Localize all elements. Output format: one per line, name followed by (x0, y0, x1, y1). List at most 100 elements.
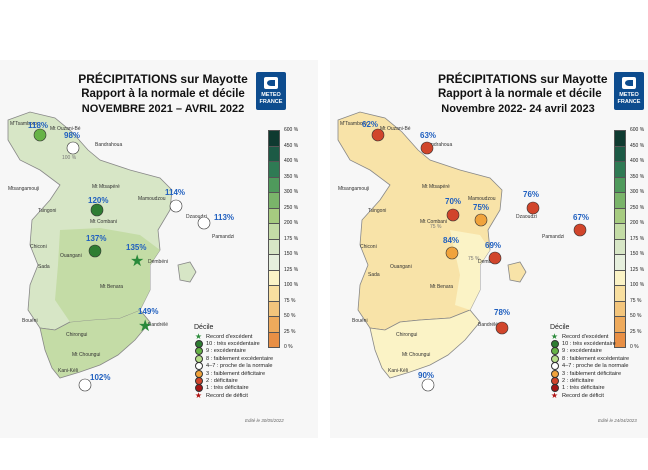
station-value: 70% (445, 197, 461, 206)
place-dzaoudzi: Dzaoudzi (516, 214, 537, 220)
mayotte-map-2022-2023: 75 % 75 % M'Tsamboro Mt Ouzani-Bé Bandra… (337, 111, 589, 392)
place-mtsamboro: M'Tsamboro (10, 121, 37, 127)
map-period: NOVEMBRE 2021 – AVRIL 2022 (81, 103, 245, 115)
station-marker (573, 223, 587, 237)
title-block: PRÉCIPITATIONS sur Mayotte Rapport à la … (438, 72, 608, 117)
place-bandrahoua: Bandrahoua (425, 142, 452, 148)
place-pamandzi: Pamandzi (212, 234, 234, 240)
station-marker (446, 208, 460, 222)
station-star-marker: ★ (130, 253, 144, 270)
station-value: 78% (494, 308, 510, 317)
logo-icon (622, 77, 636, 89)
station-value: 98% (64, 131, 80, 140)
map-period: Novembre 2022- 24 avril 2023 (441, 103, 595, 115)
place-mt-choungui: Mt Choungui (72, 352, 100, 358)
map-panel-2022-2023: 75 % 75 % M'Tsamboro Mt Ouzani-Bé Bandra… (330, 60, 648, 438)
station-marker (495, 321, 509, 335)
south-island-part (369, 309, 481, 379)
place-mamoudzou: Mamoudzou (138, 196, 166, 202)
place-boueni: Bouéni (22, 318, 38, 324)
station-value: 149% (138, 307, 158, 316)
station-marker (474, 213, 488, 227)
legend: Décile ★ Record d'excédent 10 : très excé… (194, 324, 274, 400)
place-mtsangamouji: Mtsangamouji (338, 186, 369, 192)
place-mt-choungui: Mt Choungui (402, 352, 430, 358)
station-value: 76% (523, 190, 539, 199)
map-subtitle: Rapport à la normale et décile (438, 88, 602, 100)
place-mt-mtsapere: Mt Mtsapéré (422, 184, 450, 190)
color-scale: 600 % 450 % 400 % 350 % 300 % 250 % 200 … (268, 127, 302, 350)
star-icon: ★ (194, 331, 203, 341)
zone-100-125 (450, 230, 490, 310)
map-panel-2021-2022: 100 % M'Tsamboro Mt Ouzani-Bé Bandrahoua… (0, 60, 318, 438)
station-value: 113% (214, 213, 234, 222)
place-tsingoni: Tsingoni (368, 208, 386, 214)
place-bandrele: Bandrélé (148, 322, 168, 328)
station-value: 67% (573, 213, 589, 222)
legend-title: Décile (550, 324, 570, 331)
isoline-label: 100 % (62, 155, 77, 161)
map-title: PRÉCIPITATIONS sur Mayotte (78, 72, 248, 86)
station-marker (420, 141, 434, 155)
place-kani-keli: Kani-Kéli (388, 368, 408, 374)
place-bandrahoua: Bandrahoua (95, 142, 122, 148)
station-value: 118% (28, 121, 48, 130)
mayotte-map-2021-2022: 100 % M'Tsamboro Mt Ouzani-Bé Bandrahoua… (7, 111, 234, 392)
place-chiconi: Chiconi (30, 244, 47, 250)
zone-125-150 (55, 228, 160, 322)
place-chiconi: Chiconi (360, 244, 377, 250)
logo-icon (264, 77, 278, 89)
place-sada: Sada (38, 264, 50, 270)
station-value: 120% (88, 196, 108, 205)
dot-icon (194, 384, 203, 393)
station-marker (66, 141, 80, 155)
dot-icon (550, 384, 559, 393)
place-mamoudzou: Mamoudzou (468, 196, 496, 202)
station-value: 102% (90, 373, 110, 382)
meteo-france-logo: METEO FRANCE (256, 72, 286, 110)
place-bandrele: Bandrélé (478, 322, 498, 328)
station-value: 137% (86, 234, 106, 243)
place-ouangani: Ouangani (60, 253, 82, 259)
place-mtsangamouji: Mtsangamouji (8, 186, 39, 192)
place-pamandzi: Pamandzi (542, 234, 564, 240)
station-marker (445, 246, 459, 260)
place-chirongui: Chirongui (396, 332, 417, 338)
place-mtsamboro: M'Tsamboro (340, 121, 367, 127)
station-marker (169, 199, 183, 213)
place-sada: Sada (368, 272, 380, 278)
edit-date: Edité le 24/04/2023 (598, 418, 637, 423)
station-value: 75% (473, 203, 489, 212)
station-marker (526, 201, 540, 215)
place-dembeni: Dembéni (478, 259, 498, 265)
station-value: 90% (418, 371, 434, 380)
legend-title: Décile (194, 324, 214, 331)
map-title: PRÉCIPITATIONS sur Mayotte (438, 72, 608, 86)
station-value: 62% (362, 120, 378, 129)
petite-terre-island (177, 261, 197, 283)
color-scale: 600 % 450 % 400 % 350 % 300 % 250 % 200 … (614, 127, 648, 350)
place-tsingoni: Tsingoni (38, 208, 56, 214)
station-value: 69% (485, 241, 501, 250)
station-marker (78, 378, 92, 392)
station-value: 84% (443, 236, 459, 245)
place-mt-benara: Mt Benara (430, 284, 453, 290)
place-mt-ouzani: Mt Ouzani-Bé (380, 126, 411, 132)
station-marker (371, 128, 385, 142)
place-dembeni: Dembéni (148, 259, 168, 265)
station-marker (90, 203, 104, 217)
isoline-label: 75 % (430, 224, 442, 230)
place-mt-benara: Mt Benara (100, 284, 123, 290)
place-mt-mtsapere: Mt Mtsapéré (92, 184, 120, 190)
station-star-marker: ★ (138, 318, 152, 335)
place-chirongui: Chirongui (66, 332, 87, 338)
star-icon: ★ (550, 390, 559, 400)
station-marker (488, 251, 502, 265)
map-subtitle: Rapport à la normale et décile (81, 88, 245, 100)
station-marker (197, 216, 211, 230)
station-value: 114% (165, 188, 185, 197)
edit-date: Edité le 30/05/2022 (245, 418, 284, 423)
isoline-label: 75 % (468, 256, 480, 262)
station-marker (88, 244, 102, 258)
place-dzaoudzi: Dzaoudzi (186, 214, 207, 220)
